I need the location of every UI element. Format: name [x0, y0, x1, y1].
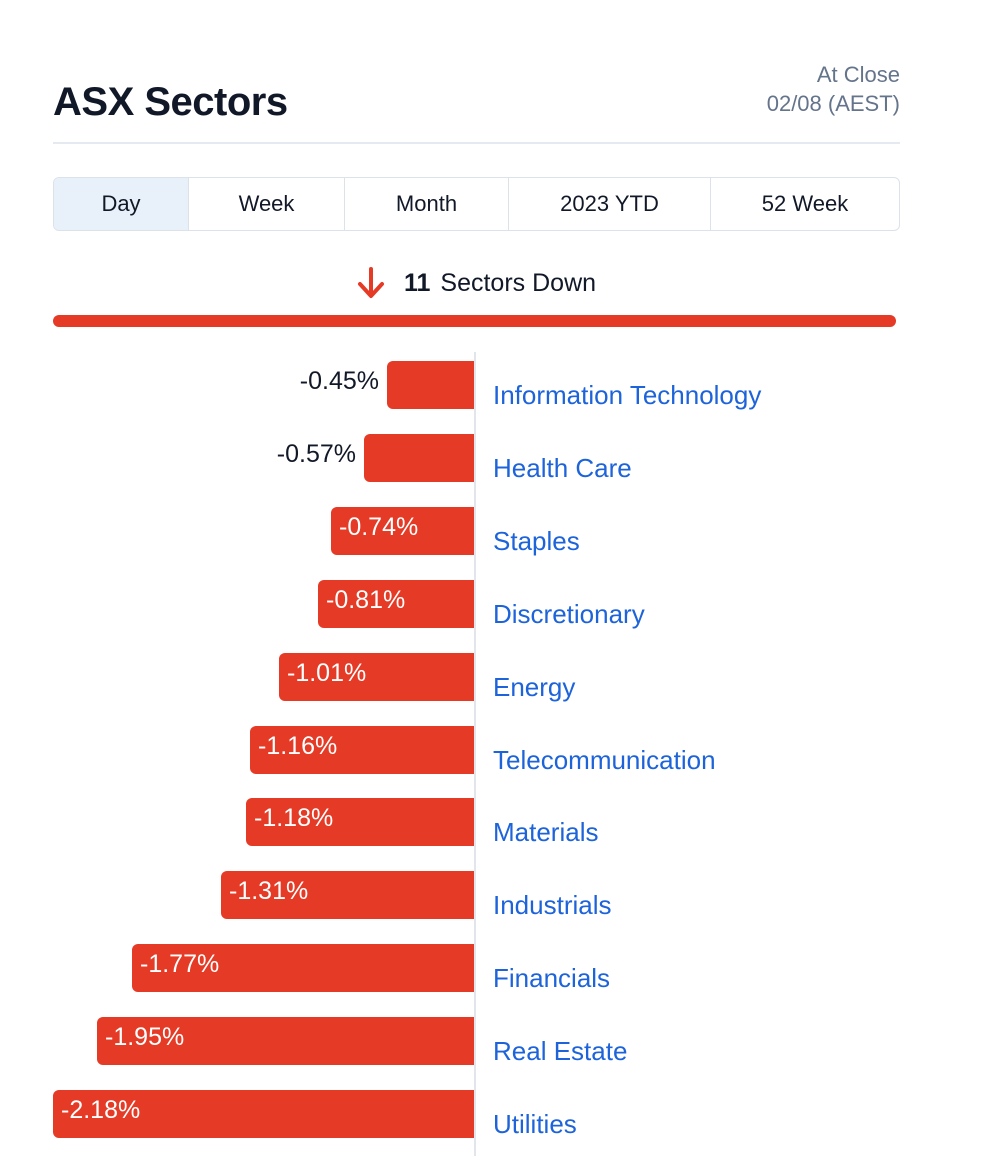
sectors-down-text: Sectors Down [440, 268, 597, 297]
sector-link-energy[interactable]: Energy [493, 672, 576, 702]
page-title: ASX Sectors [53, 80, 288, 124]
sector-link-real-estate[interactable]: Real Estate [493, 1036, 628, 1066]
sector-link-financials[interactable]: Financials [493, 963, 611, 993]
bar-value-label: -0.57% [276, 440, 356, 468]
header-divider [53, 142, 900, 144]
tab-month[interactable]: Month [345, 178, 509, 230]
sector-link-industrials[interactable]: Industrials [493, 890, 612, 920]
bar-value-label: -1.95% [105, 1023, 185, 1051]
bar-health-care [364, 434, 474, 482]
bar-value-label: -0.81% [326, 586, 406, 614]
tab-52-week[interactable]: 52 Week [761, 191, 849, 216]
bar-value-label: -1.01% [287, 659, 367, 687]
sector-link-information-technology[interactable]: Information Technology [493, 380, 762, 410]
market-status-date: 02/08 (AEST) [766, 91, 900, 116]
bar-staples [331, 507, 474, 555]
sector-link-telecommunication[interactable]: Telecommunication [493, 745, 716, 775]
bar-materials [246, 798, 474, 846]
sectors-down-count: 11 [403, 268, 431, 297]
bar-real-estate [97, 1017, 474, 1065]
bar-financials [132, 944, 474, 992]
bar-value-label: -1.16% [258, 732, 338, 760]
market-breadth-bar [53, 315, 896, 327]
bar-value-label: -1.77% [140, 950, 220, 978]
bar-value-label: -0.74% [339, 513, 419, 541]
sector-link-materials[interactable]: Materials [493, 817, 599, 847]
tab-week[interactable]: Week [189, 178, 345, 230]
market-status: At Close 02/08 (AEST) [767, 60, 900, 118]
chart-zero-axis [474, 352, 476, 1156]
bar-value-label: -0.45% [299, 367, 379, 395]
bar-discretionary [318, 580, 474, 628]
sector-link-staples[interactable]: Staples [493, 526, 580, 556]
sectors-summary: 11 Sectors Down [0, 262, 952, 304]
tab-day[interactable]: Day [54, 178, 189, 230]
period-tabs: Day Week Month 2023 YTD 52 Week [53, 177, 900, 231]
sector-link-discretionary[interactable]: Discretionary [493, 599, 645, 629]
bar-utilities [53, 1090, 474, 1138]
arrow-down-icon [357, 267, 384, 298]
bar-information-technology [387, 361, 474, 409]
sector-link-health-care[interactable]: Health Care [493, 453, 632, 483]
bar-telecommunication [250, 726, 474, 774]
bar-energy [279, 653, 474, 701]
tab-2023-ytd[interactable]: 2023 YTD [509, 178, 711, 230]
bar-value-label: -1.31% [229, 877, 309, 905]
sector-link-utilities[interactable]: Utilities [493, 1109, 577, 1139]
market-status-label: At Close [816, 62, 900, 87]
bar-value-label: -1.18% [254, 804, 334, 832]
sector-performance-chart: -0.45% Information Technology -0.57% Health… [0, 352, 1002, 1156]
bar-value-label: -2.18% [61, 1096, 141, 1124]
bar-industrials [221, 871, 474, 919]
